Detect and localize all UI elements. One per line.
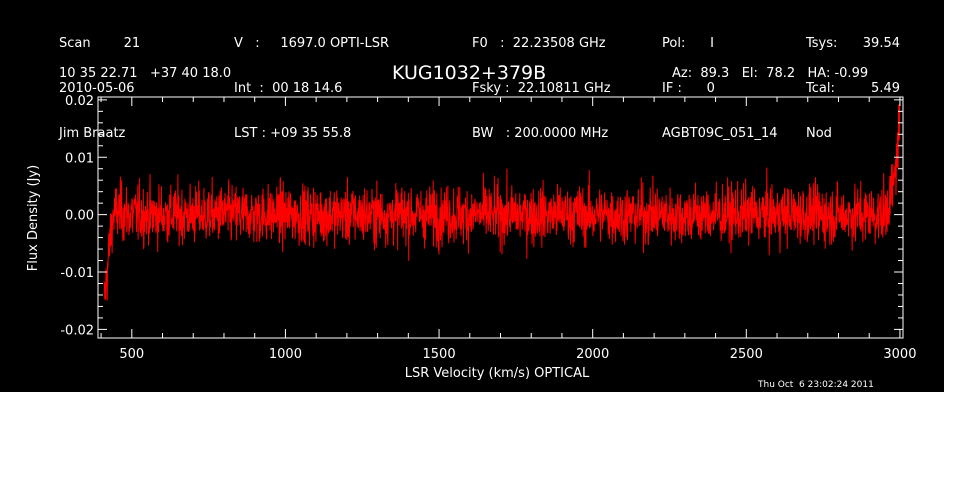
velocity-value: V : 1697.0 OPTI-LSR <box>234 36 390 51</box>
if-number: IF : 0 <box>662 81 715 96</box>
plot-timestamp: Thu Oct 6 23:02:24 2011 <box>758 380 874 390</box>
y-axis-title: Flux Density (Jy) <box>26 165 41 271</box>
y-axis-ticks: -0.02 -0.01 0.00 0.01 0.02 <box>60 94 903 338</box>
spectrum-chart: 500 1000 1500 2000 2500 3000 -0.02 -0.01 0.00 0.… <box>26 94 916 381</box>
system-temp-labels: Tsys: Tcal: Nod <box>806 6 837 171</box>
bandwidth: BW : 200.0000 MHz <box>472 126 609 141</box>
x-axis-ticks: 500 1000 1500 2000 2500 3000 <box>100 97 916 362</box>
rest-frequency: F0 : 22.23508 GHz <box>472 36 606 51</box>
x-tick-label: 500 <box>119 347 144 362</box>
tsys-label: Tsys: <box>806 36 838 51</box>
tsys-value: 39.54 <box>862 36 900 51</box>
frequency-info: F0 : 22.23508 GHz Fsky : 22.10811 GHz BW… <box>472 6 611 171</box>
observer-name: Jim Braatz <box>59 126 126 141</box>
y-tick-label: -0.01 <box>60 266 94 281</box>
x-tick-label: 1500 <box>423 347 456 362</box>
x-tick-label: 1000 <box>269 347 302 362</box>
system-temp-values: 39.54 5.49 <box>846 6 900 126</box>
source-name: KUG1032+379B <box>392 62 547 84</box>
y-tick-label: 0.02 <box>65 94 94 109</box>
scan-info: Scan 21 2010-05-06 Jim Braatz <box>59 6 140 171</box>
x-tick-label: 3000 <box>883 347 916 362</box>
tcal-value: 5.49 <box>871 81 900 96</box>
tcal-label: Tcal: <box>806 81 835 96</box>
series-line-flux <box>103 103 901 301</box>
x-axis-title: LSR Velocity (km/s) OPTICAL <box>405 366 590 381</box>
observation-date: 2010-05-06 <box>59 81 135 96</box>
polarization-info: Pol: I IF : 0 AGBT09C_051_14 <box>662 6 778 171</box>
y-tick-label: 0.01 <box>65 151 94 166</box>
y-tick-label: 0.00 <box>65 209 94 224</box>
project-id: AGBT09C_051_14 <box>662 126 778 141</box>
lst-value: LST : +09 35 55.8 <box>234 126 352 141</box>
series-layer <box>103 103 901 301</box>
x-tick-label: 2000 <box>576 347 609 362</box>
procedure-label: Nod <box>806 126 832 141</box>
velocity-info: V : 1697.0 OPTI-LSR Int : 00 18 14.6 LST… <box>234 6 389 171</box>
sky-frequency: Fsky : 22.10811 GHz <box>472 81 611 96</box>
source-coordinates: 10 35 22.71 +37 40 18.0 <box>59 66 232 81</box>
scan-number: Scan 21 <box>59 36 141 51</box>
az-el-ha-readout: Az: 89.3 El: 78.2 HA: -0.99 <box>672 66 869 81</box>
x-tick-label: 2500 <box>730 347 763 362</box>
spectrum-plot-window: Scan 21 2010-05-06 Jim Braatz V : 1697.0… <box>0 0 944 392</box>
y-tick-label: -0.02 <box>60 323 94 338</box>
polarization: Pol: I <box>662 36 714 51</box>
integration-time: Int : 00 18 14.6 <box>234 81 343 96</box>
